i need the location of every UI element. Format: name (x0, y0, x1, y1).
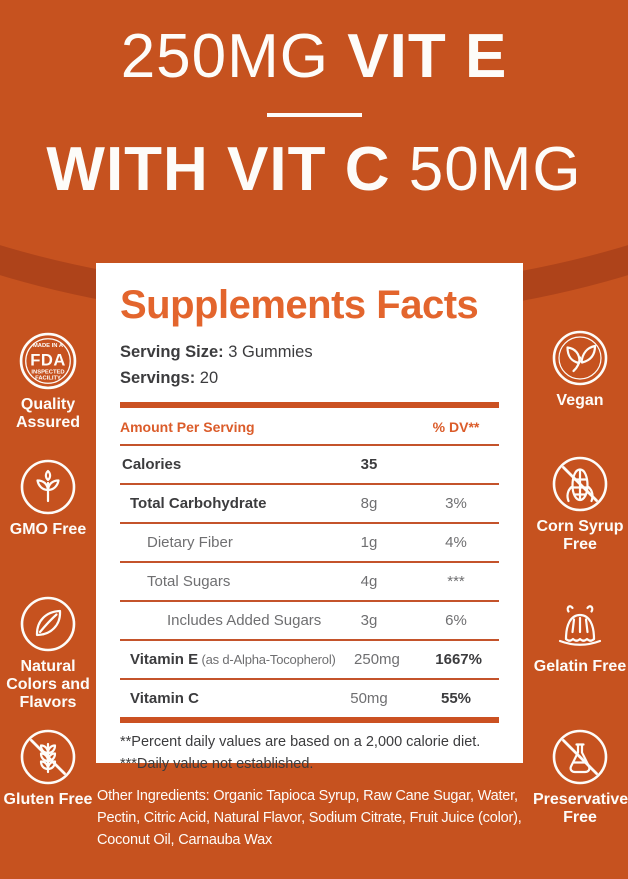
badge-gelatin-free: Gelatin Free (532, 596, 628, 676)
natural-leaf-icon (20, 596, 76, 652)
nutrient-label: Includes Added Sugars (167, 612, 322, 630)
gmo-free-icon (20, 459, 76, 515)
nutrient-amount: 35 (360, 456, 378, 474)
serving-size-label: Serving Size: (120, 343, 224, 361)
badge-gluten-free: Gluten Free (0, 729, 96, 809)
badge-label: Gluten Free (3, 791, 93, 808)
product-title: 250MG VIT E WITH VIT C 50MG (0, 0, 628, 202)
nutrient-row: Total Carbohydrate 8g 3% (120, 485, 499, 525)
servings-value: 20 (199, 368, 219, 387)
preservative-free-icon (552, 729, 608, 785)
nutrient-dv: *** (447, 573, 465, 591)
nutrient-dv: 55% (440, 690, 472, 708)
amount-per-serving-header: Amount Per Serving (120, 419, 255, 436)
badge-label: Preservative Free (533, 791, 628, 826)
title-line-2: WITH VIT C 50MG (0, 137, 628, 202)
title-with-vit-c: WITH VIT C (46, 135, 391, 205)
svg-text:INSPECTED: INSPECTED (31, 369, 64, 375)
title-vit-e: VIT E (347, 22, 508, 91)
supplement-facts-panel: Supplements Facts Serving Size: 3 Gummie… (96, 263, 523, 772)
nutrient-label: Calories (122, 456, 182, 474)
badge-quality-assured: MADE IN A FDA INSPECTED FACILITY Quality … (0, 332, 96, 432)
title-dose-c: 50MG (408, 135, 582, 205)
badge-vegan: Vegan (532, 330, 628, 410)
title-line-1: 250MG VIT E (0, 24, 628, 89)
servings-line: Servings: 20 (120, 366, 499, 392)
nutrient-dv: 3% (445, 495, 467, 513)
nutrient-label: Vitamin E (as d-Alpha-Tocopherol) (130, 651, 336, 669)
nutrient-table: Calories 35 Total Carbohydrate 8g 3% Dietary … (120, 446, 499, 717)
nutrient-amount: 4g (360, 573, 378, 591)
title-divider (266, 113, 362, 118)
other-ingredients: Other Ingredients: Organic Tapioca Syrup… (97, 788, 522, 848)
vegan-leaves-icon (552, 330, 608, 386)
nutrient-label: Total Sugars (147, 573, 231, 591)
badge-gmo-free: GMO Free (0, 459, 96, 539)
nutrient-amount: 250mg (354, 651, 400, 669)
corn-syrup-free-icon (552, 456, 608, 512)
badge-corn-syrup-free: Corn Syrup Free (532, 456, 628, 554)
servings-label: Servings: (120, 368, 196, 387)
badge-preservative-free: Preservative Free (532, 729, 628, 827)
nutrient-label: Dietary Fiber (147, 534, 233, 552)
nutrient-label-detail: (as d-Alpha-Tocopherol) (198, 652, 336, 668)
nutrient-amount: 50mg (350, 690, 388, 708)
nutrient-label: Vitamin C (130, 690, 199, 708)
table-top-rule (120, 402, 499, 409)
title-dose-e: 250MG (120, 22, 330, 91)
badge-label: Corn Syrup Free (536, 518, 624, 553)
svg-text:FDA: FDA (30, 351, 66, 370)
svg-text:MADE IN A: MADE IN A (33, 343, 64, 349)
background-arc-bright (0, 0, 628, 290)
svg-text:FACILITY: FACILITY (35, 376, 61, 382)
footnote-daily-values: **Percent daily values are based on a 2,… (120, 734, 481, 751)
fda-seal-icon: MADE IN A FDA INSPECTED FACILITY (19, 332, 77, 390)
badge-label: Gelatin Free (533, 658, 627, 675)
nutrient-row: Dietary Fiber 1g 4% (120, 524, 499, 564)
footnote-dv-not-established: ***Daily value not established. (120, 755, 314, 772)
footnotes: **Percent daily values are based on a 2,… (120, 732, 499, 776)
table-header-row: Amount Per Serving % DV** (120, 408, 499, 447)
dv-header: % DV** (432, 419, 480, 436)
nutrient-amount: 1g (360, 534, 378, 552)
nutrient-row: Includes Added Sugars 3g 6% (120, 602, 499, 642)
serving-size-line: Serving Size: 3 Gummies (120, 340, 499, 366)
serving-size-value: 3 Gummies (228, 343, 313, 361)
nutrient-row: Total Sugars 4g *** (120, 563, 499, 603)
nutrient-row: Vitamin E (as d-Alpha-Tocopherol) 250mg 16… (120, 641, 499, 681)
nutrient-dv: 6% (445, 612, 467, 630)
gluten-free-icon (20, 729, 76, 785)
nutrient-row: Vitamin C 50mg 55% (120, 680, 499, 717)
badge-label: Natural Colors and Flavors (6, 658, 90, 711)
badge-label: GMO Free (9, 521, 87, 538)
badge-natural-colors-and-flavors: Natural Colors and Flavors (0, 596, 96, 712)
nutrient-label: Total Carbohydrate (130, 495, 267, 513)
nutrient-dv: 1667% (435, 651, 482, 669)
nutrient-row: Calories 35 (120, 446, 499, 486)
badge-label: Vegan (556, 392, 604, 409)
badge-label: Quality Assured (15, 396, 81, 431)
gelatin-free-icon (549, 596, 611, 652)
nutrient-amount: 8g (360, 495, 378, 513)
panel-heading: Supplements Facts (120, 283, 479, 327)
table-bottom-rule (120, 717, 499, 724)
nutrient-amount: 3g (360, 612, 378, 630)
nutrient-dv: 4% (445, 534, 467, 552)
